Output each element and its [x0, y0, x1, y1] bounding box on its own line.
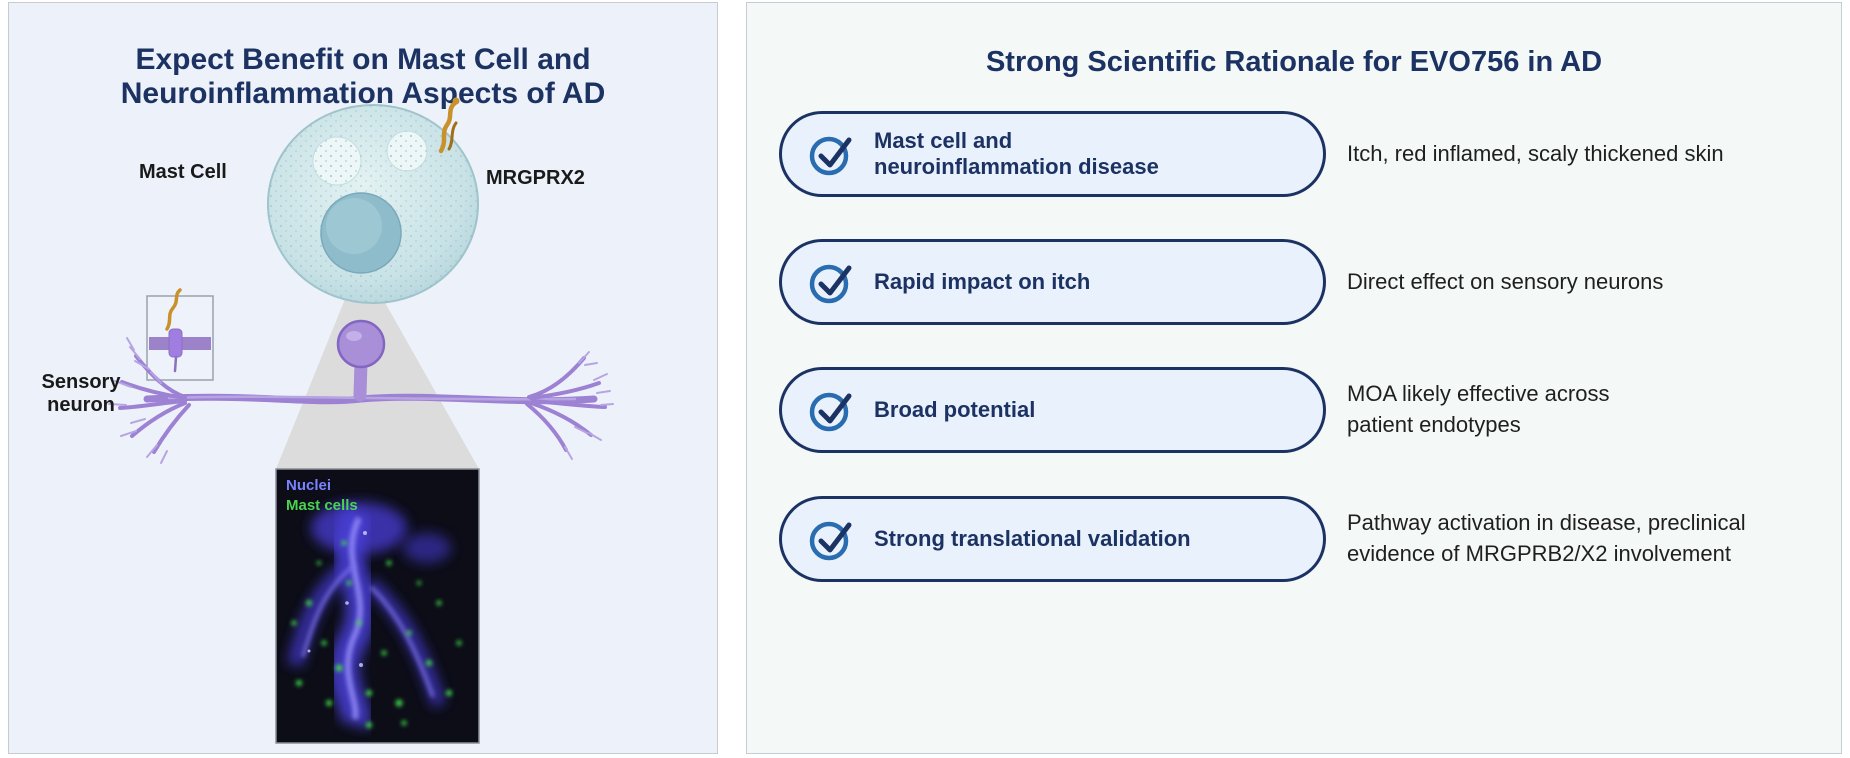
mrgprx2-label: MRGPRX2 [486, 167, 585, 189]
pill-label: Broad potential [874, 396, 1036, 422]
row-description: Pathway activation in disease, preclinic… [1347, 510, 1746, 566]
check-icon [809, 136, 852, 176]
rationale-pill: Rapid impact on itch [779, 239, 1326, 325]
pill-label: Mast cell and neuroinflammation disease [874, 127, 1159, 179]
micrograph-legend-mast-cells: Mast cells [286, 497, 358, 514]
receptor-inset [146, 288, 214, 381]
right-panel-title: Strong Scientific Rationale for EVO756 i… [985, 46, 1603, 79]
rationale-pill: Broad potential [779, 367, 1326, 453]
row-description: Itch, red inflamed, scaly thickened skin [1347, 140, 1724, 166]
sensory-neuron-graphic [108, 319, 614, 464]
pill-label: Rapid impact on itch [874, 268, 1091, 294]
rationale-row: Mast cell and neuroinflammation disease … [779, 111, 1724, 197]
mast-cell-graphic [267, 104, 479, 304]
micrograph-image [275, 468, 480, 744]
mrgprx2-receptor-icon [438, 97, 460, 154]
rationale-pill: Strong translational validation [779, 496, 1326, 582]
rationale-pill: Mast cell and neuroinflammation disease [779, 111, 1326, 197]
left-panel: Expect Benefit on Mast Cell and Neuroinf… [8, 2, 718, 754]
row-description: Direct effect on sensory neurons [1347, 268, 1664, 294]
rationale-row: Strong translational validation Pathway … [779, 496, 1746, 582]
right-panel: Strong Scientific Rationale for EVO756 i… [746, 2, 1842, 754]
illustration-canvas [108, 97, 614, 744]
check-icon [809, 264, 852, 304]
row-description: MOA likely effective across patient endo… [1347, 381, 1610, 437]
check-icon [809, 392, 852, 432]
check-icon [809, 521, 852, 561]
mast-cell-neuron-illustration: Mast Cell MRGPRX2 Sensory neuron Nuclei … [9, 3, 717, 753]
pill-label: Strong translational validation [874, 525, 1191, 551]
left-panel-title: Expect Benefit on Mast Cell and Neuroinf… [120, 43, 606, 111]
zoom-cone [276, 299, 479, 469]
sensory-neuron-label: Sensory neuron [41, 371, 121, 416]
rationale-row: Broad potential MOA likely effective acr… [779, 367, 1609, 453]
rationale-row: Rapid impact on itch Direct effect on se… [779, 239, 1663, 325]
micrograph-legend-nuclei: Nuclei [286, 477, 332, 494]
mast-cell-label: Mast Cell [139, 161, 227, 183]
